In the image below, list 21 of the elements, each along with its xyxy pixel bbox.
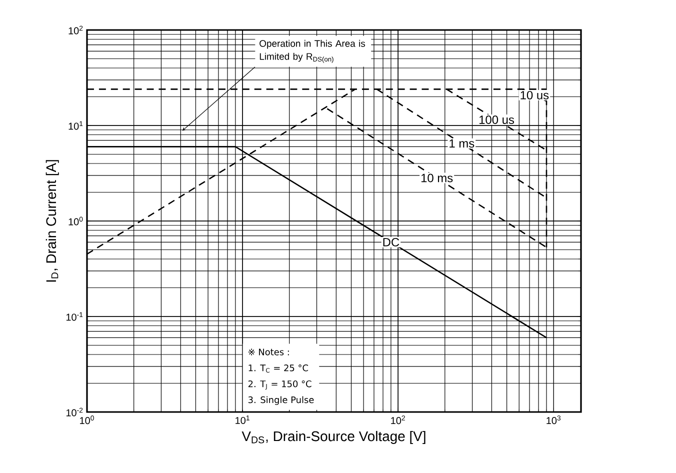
series-label: 100 us — [479, 116, 514, 124]
series-label: 10 us — [520, 90, 549, 100]
x-axis-title: V$_{DS}$, Drain-Source Voltage [V] — [242, 430, 426, 444]
y-axis-title: I$_{D}$, Drain Current [A] — [46, 160, 59, 282]
series-label: DC — [383, 238, 400, 246]
annotation: Operation in This Area is Limited by R$_{DS(on)}$ — [260, 40, 366, 63]
y-tick-label: 10$^{0}$ — [68, 216, 83, 226]
x-tick-label: 10$^{2}$ — [391, 416, 405, 424]
series-label: 10 ms — [421, 174, 453, 182]
y-tick-label: 10$^{2}$ — [68, 26, 83, 34]
x-tick-label: 10$^{0}$ — [80, 416, 94, 424]
annotation: 2. T$_{J}$ = 150 °C — [248, 380, 312, 390]
y-tick-label: 10$^{-1}$ — [66, 312, 83, 321]
annotation: 1. T$_{C}$ = 25 °C — [248, 364, 308, 373]
annotation: 3. Single Pulse — [248, 396, 314, 405]
x-tick-label: 10$^{1}$ — [236, 416, 250, 424]
series-label: 1 ms — [450, 139, 474, 148]
y-tick-label: 10$^{-2}$ — [66, 408, 83, 416]
y-tick-label: 10$^{1}$ — [68, 121, 83, 130]
x-tick-label: 10$^{3}$ — [546, 416, 561, 424]
annotation: ※ Notes : — [248, 348, 289, 356]
